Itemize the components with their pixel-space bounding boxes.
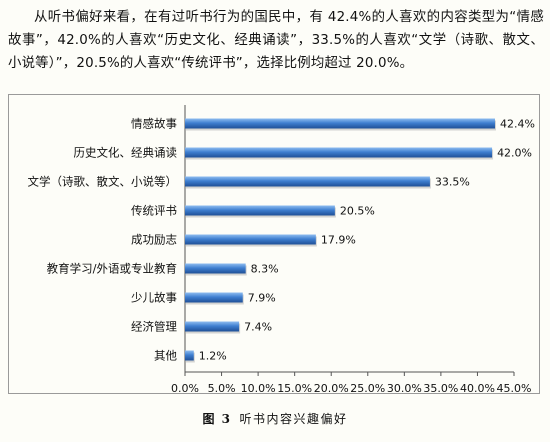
x-tick-label: 20.0% — [314, 382, 349, 393]
bar — [185, 321, 240, 332]
x-tick-label: 15.0% — [277, 382, 312, 393]
value-label: 42.4% — [500, 118, 535, 131]
category-label: 传统评书 — [131, 204, 177, 218]
category-label: 成功励志 — [131, 233, 177, 247]
x-tick-label: 10.0% — [241, 382, 276, 393]
x-tick-label: 0.0% — [171, 382, 199, 393]
value-label: 7.4% — [244, 321, 272, 334]
intro-paragraph: 从听书偏好来看，在有过听书行为的国民中，有 42.4%的人喜欢的内容类型为“情感… — [8, 10, 544, 71]
category-label: 少儿故事 — [131, 291, 177, 305]
bar — [185, 118, 495, 129]
x-tick-label: 25.0% — [350, 382, 385, 393]
x-tick-label: 40.0% — [460, 382, 495, 393]
x-tick-label: 35.0% — [423, 382, 458, 393]
x-tick-label: 5.0% — [208, 382, 236, 393]
chart-svg: 情感故事 42.4% 历史文化、经典诵读 42.0% 文学（诗歌、散文、小说等） 33.5… — [28, 105, 535, 393]
figure-title: 听书内容兴趣偏好 — [239, 412, 348, 426]
plot-area: 情感故事 42.4% 历史文化、经典诵读 42.0% 文学（诗歌、散文、小说等） 33.5… — [28, 105, 535, 393]
bar — [185, 292, 243, 303]
category-label: 历史文化、经典诵读 — [74, 146, 178, 160]
category-label: 其他 — [154, 349, 177, 363]
value-label: 17.9% — [321, 234, 356, 247]
figure-label: 图 3 — [202, 412, 232, 426]
category-label: 情感故事 — [131, 117, 177, 131]
category-label: 文学（诗歌、散文、小说等） — [28, 175, 178, 189]
bar — [185, 234, 316, 245]
value-label: 7.9% — [248, 292, 276, 305]
bar — [185, 147, 493, 158]
value-label: 33.5% — [435, 176, 470, 189]
bar — [185, 263, 246, 274]
category-label: 经济管理 — [131, 320, 177, 334]
bar — [185, 205, 335, 216]
bar — [185, 176, 430, 187]
category-label: 教育学习/外语或专业教育 — [47, 262, 177, 276]
value-label: 8.3% — [251, 263, 279, 276]
value-label: 42.0% — [497, 147, 532, 160]
x-tick-label: 30.0% — [387, 382, 422, 393]
figure-caption: 图 3 听书内容兴趣偏好 — [0, 410, 550, 427]
bar-chart: 情感故事 42.4% 历史文化、经典诵读 42.0% 文学（诗歌、散文、小说等） 33.5… — [8, 94, 540, 394]
value-label: 1.2% — [199, 350, 227, 363]
value-label: 20.5% — [340, 205, 375, 218]
x-tick-label: 45.0% — [497, 382, 532, 393]
bar — [185, 350, 194, 361]
